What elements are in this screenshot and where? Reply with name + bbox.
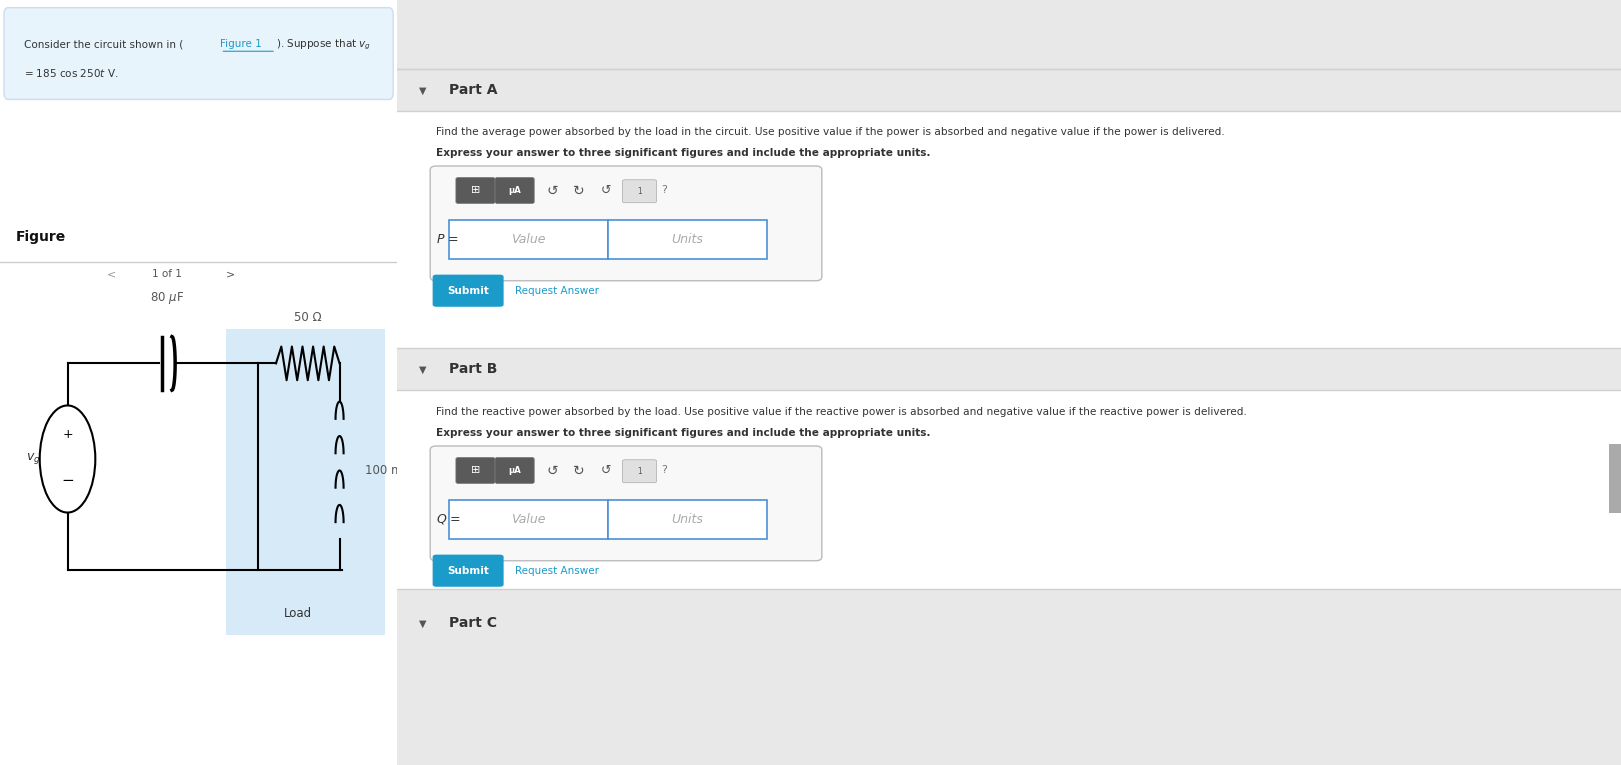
FancyBboxPatch shape	[430, 166, 822, 281]
FancyBboxPatch shape	[449, 220, 608, 259]
FancyBboxPatch shape	[608, 220, 767, 259]
Text: 100 mH: 100 mH	[365, 464, 412, 477]
Text: 1 of 1: 1 of 1	[152, 269, 182, 279]
Text: >: >	[225, 269, 235, 279]
FancyBboxPatch shape	[608, 500, 767, 539]
Text: 80 $\mu$F: 80 $\mu$F	[149, 291, 183, 306]
Text: ?: ?	[661, 185, 668, 196]
Text: Units: Units	[671, 513, 704, 526]
FancyBboxPatch shape	[622, 460, 657, 483]
FancyBboxPatch shape	[227, 329, 386, 635]
Text: Request Answer: Request Answer	[514, 565, 598, 576]
Text: Consider the circuit shown in (: Consider the circuit shown in (	[24, 39, 183, 50]
Text: Submit: Submit	[447, 285, 490, 296]
FancyBboxPatch shape	[449, 500, 608, 539]
Text: ↺: ↺	[546, 184, 558, 197]
Text: Value: Value	[511, 513, 545, 526]
Text: = 185 cos 250$t$ V.: = 185 cos 250$t$ V.	[24, 67, 118, 79]
Text: μA: μA	[509, 186, 520, 195]
Text: μA: μA	[509, 466, 520, 475]
Text: $Q$ =: $Q$ =	[436, 513, 462, 526]
Text: ↺: ↺	[546, 464, 558, 477]
Text: Part A: Part A	[449, 83, 498, 97]
Text: Part B: Part B	[449, 363, 498, 376]
Text: Request Answer: Request Answer	[514, 285, 598, 296]
Text: ↺: ↺	[600, 184, 611, 197]
Text: ▼: ▼	[420, 85, 426, 96]
FancyBboxPatch shape	[456, 457, 494, 483]
Text: ▼: ▼	[420, 364, 426, 375]
Text: Figure: Figure	[16, 230, 66, 244]
Text: 1: 1	[637, 467, 642, 476]
Text: ↻: ↻	[574, 464, 585, 477]
Text: 1: 1	[637, 187, 642, 196]
Text: ). Suppose that $v_g$: ). Suppose that $v_g$	[276, 37, 371, 51]
Text: Find the average power absorbed by the load in the circuit. Use positive value i: Find the average power absorbed by the l…	[436, 126, 1225, 137]
Text: Units: Units	[671, 233, 704, 246]
FancyBboxPatch shape	[494, 177, 535, 203]
Text: ⊞: ⊞	[470, 185, 480, 196]
FancyBboxPatch shape	[397, 0, 1621, 69]
FancyBboxPatch shape	[433, 275, 504, 307]
Text: ↺: ↺	[600, 464, 611, 477]
Text: ⊞: ⊞	[470, 465, 480, 476]
FancyBboxPatch shape	[1608, 444, 1621, 513]
Text: −: −	[62, 473, 75, 488]
FancyBboxPatch shape	[397, 69, 1621, 390]
Text: ▼: ▼	[420, 618, 426, 629]
FancyBboxPatch shape	[397, 589, 1621, 765]
Text: Figure 1: Figure 1	[220, 39, 263, 50]
FancyBboxPatch shape	[397, 394, 1621, 734]
FancyBboxPatch shape	[494, 457, 535, 483]
Text: Express your answer to three significant figures and include the appropriate uni: Express your answer to three significant…	[436, 148, 930, 158]
FancyBboxPatch shape	[3, 8, 394, 99]
Text: Value: Value	[511, 233, 545, 246]
Text: $v_g$: $v_g$	[26, 451, 41, 467]
Text: Part C: Part C	[449, 617, 496, 630]
Text: Submit: Submit	[447, 565, 490, 576]
Text: $P$ =: $P$ =	[436, 233, 459, 246]
Text: 50 Ω: 50 Ω	[293, 311, 321, 324]
FancyBboxPatch shape	[397, 69, 1621, 111]
FancyBboxPatch shape	[622, 180, 657, 203]
Text: Express your answer to three significant figures and include the appropriate uni: Express your answer to three significant…	[436, 428, 930, 438]
Text: ↻: ↻	[574, 184, 585, 197]
Text: Find the reactive power absorbed by the load. Use positive value if the reactive: Find the reactive power absorbed by the …	[436, 406, 1247, 417]
Text: Load: Load	[284, 607, 311, 620]
FancyBboxPatch shape	[430, 446, 822, 561]
Text: <: <	[107, 269, 115, 279]
FancyBboxPatch shape	[456, 177, 494, 203]
FancyBboxPatch shape	[397, 348, 1621, 390]
FancyBboxPatch shape	[433, 555, 504, 587]
Text: +: +	[62, 428, 73, 441]
Text: ?: ?	[661, 465, 668, 476]
